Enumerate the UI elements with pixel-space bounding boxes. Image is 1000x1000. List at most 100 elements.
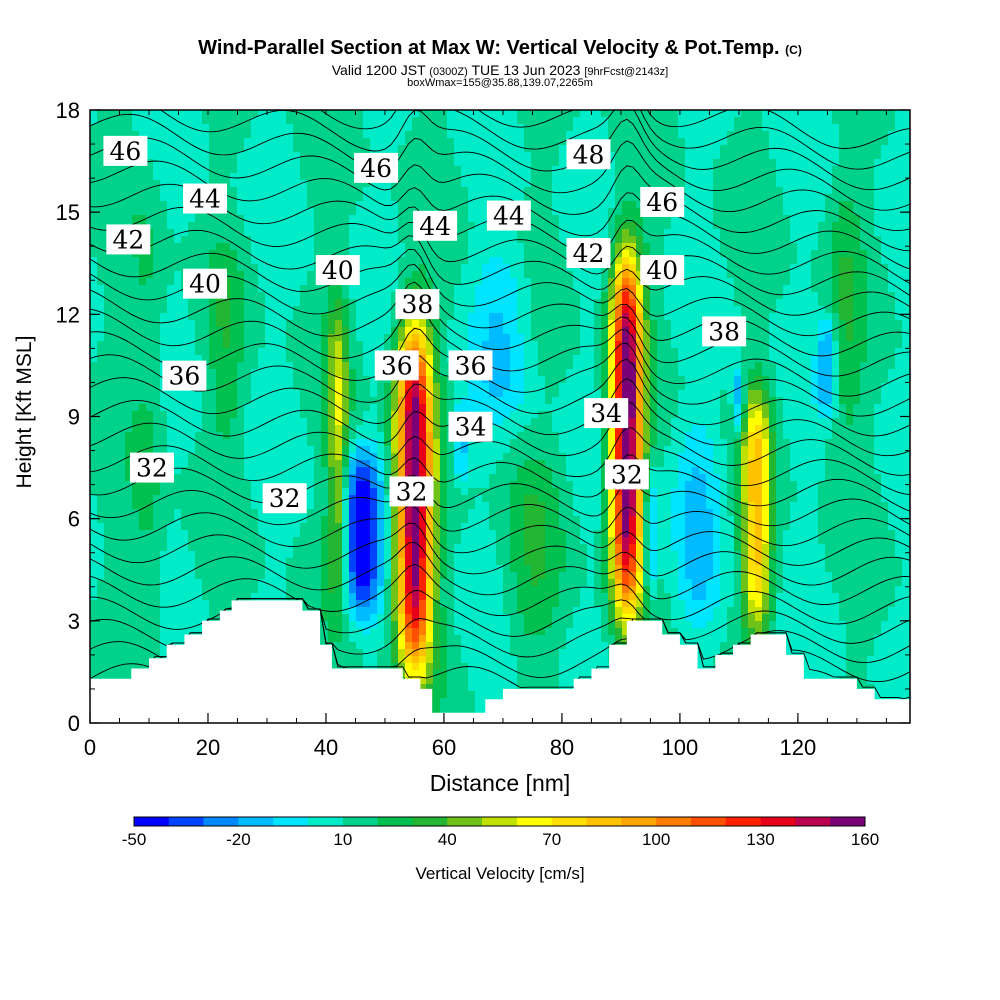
velocity-cell — [202, 145, 210, 153]
velocity-cell — [475, 278, 483, 286]
velocity-cell — [881, 166, 889, 174]
velocity-cell — [902, 250, 910, 258]
velocity-cell — [244, 187, 252, 195]
velocity-cell — [762, 257, 770, 265]
velocity-cell — [776, 299, 784, 307]
velocity-cell — [146, 138, 154, 146]
velocity-cell — [454, 250, 462, 258]
velocity-cell — [167, 320, 175, 328]
velocity-cell — [286, 369, 294, 377]
velocity-cell — [853, 264, 861, 272]
velocity-cell — [727, 348, 735, 356]
velocity-cell — [370, 117, 378, 125]
velocity-cell — [867, 355, 875, 363]
velocity-cell — [531, 180, 539, 188]
velocity-cell — [881, 145, 889, 153]
velocity-cell — [496, 152, 504, 160]
velocity-cell — [174, 271, 182, 279]
velocity-cell — [307, 117, 315, 125]
velocity-cell — [265, 299, 273, 307]
velocity-cell — [601, 320, 609, 328]
velocity-cell — [412, 250, 420, 258]
velocity-cell — [251, 355, 259, 363]
velocity-cell — [349, 173, 357, 181]
velocity-cell — [867, 320, 875, 328]
velocity-cell — [552, 229, 560, 237]
velocity-cell — [384, 131, 392, 139]
velocity-cell — [601, 194, 609, 202]
velocity-cell — [664, 355, 672, 363]
velocity-cell — [895, 138, 903, 146]
velocity-cell — [356, 201, 364, 209]
velocity-cell — [125, 334, 133, 342]
velocity-cell — [454, 194, 462, 202]
velocity-cell — [482, 390, 490, 398]
velocity-cell — [202, 404, 210, 412]
velocity-cell — [531, 299, 539, 307]
velocity-cell — [342, 250, 350, 258]
velocity-cell — [419, 166, 427, 174]
velocity-cell — [853, 145, 861, 153]
velocity-cell — [216, 257, 224, 265]
velocity-cell — [608, 229, 616, 237]
velocity-cell — [902, 187, 910, 195]
velocity-cell — [440, 152, 448, 160]
velocity-cell — [475, 159, 483, 167]
velocity-cell — [699, 110, 707, 118]
velocity-cell — [265, 271, 273, 279]
velocity-cell — [706, 306, 714, 314]
velocity-cell — [475, 292, 483, 300]
velocity-cell — [832, 383, 840, 391]
velocity-cell — [713, 292, 721, 300]
velocity-cell — [545, 320, 553, 328]
velocity-cell — [230, 229, 238, 237]
velocity-cell — [692, 362, 700, 370]
velocity-cell — [293, 278, 301, 286]
velocity-cell — [734, 250, 742, 258]
velocity-cell — [118, 285, 126, 293]
velocity-cell — [160, 152, 168, 160]
velocity-cell — [132, 285, 140, 293]
velocity-cell — [342, 383, 350, 391]
velocity-cell — [363, 229, 371, 237]
velocity-cell — [384, 215, 392, 223]
velocity-cell — [482, 257, 490, 265]
velocity-cell — [692, 215, 700, 223]
velocity-cell — [552, 355, 560, 363]
velocity-cell — [811, 334, 819, 342]
velocity-cell — [111, 376, 119, 384]
velocity-cell — [419, 124, 427, 132]
velocity-cell — [405, 138, 413, 146]
velocity-cell — [90, 173, 98, 181]
velocity-cell — [552, 124, 560, 132]
velocity-cell — [706, 166, 714, 174]
velocity-cell — [174, 131, 182, 139]
velocity-cell — [580, 285, 588, 293]
velocity-cell — [706, 362, 714, 370]
velocity-cell — [188, 397, 196, 405]
velocity-cell — [195, 334, 203, 342]
velocity-cell — [517, 390, 525, 398]
velocity-cell — [867, 376, 875, 384]
velocity-cell — [692, 152, 700, 160]
velocity-cell — [111, 348, 119, 356]
velocity-cell — [531, 131, 539, 139]
velocity-cell — [356, 390, 364, 398]
velocity-cell — [811, 355, 819, 363]
velocity-cell — [713, 229, 721, 237]
velocity-cell — [622, 341, 630, 349]
velocity-cell — [125, 208, 133, 216]
velocity-cell — [90, 124, 98, 132]
velocity-cell — [699, 173, 707, 181]
velocity-cell — [440, 369, 448, 377]
velocity-cell — [685, 243, 693, 251]
velocity-cell — [629, 383, 637, 391]
velocity-cell — [398, 334, 406, 342]
velocity-cell — [230, 292, 238, 300]
velocity-cell — [230, 278, 238, 286]
velocity-cell — [132, 215, 140, 223]
velocity-cell — [629, 369, 637, 377]
velocity-cell — [797, 124, 805, 132]
velocity-cell — [762, 362, 770, 370]
velocity-cell — [895, 229, 903, 237]
